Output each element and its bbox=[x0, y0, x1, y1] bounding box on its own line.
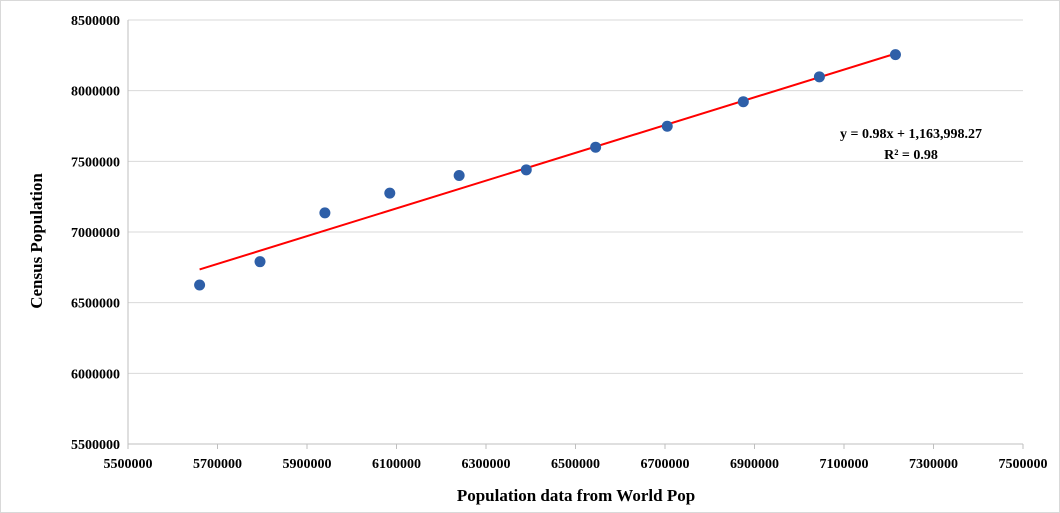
x-tick-label-6300000: 6300000 bbox=[462, 457, 511, 472]
data-point-3 bbox=[319, 207, 331, 219]
x-tick-label-6700000: 6700000 bbox=[641, 457, 690, 472]
data-point-1 bbox=[194, 279, 206, 291]
trendline-group bbox=[199, 52, 896, 271]
x-tick-labels: 5500000 5700000 5900000 6100000 6300000 65000… bbox=[104, 457, 1048, 472]
x-tick-label-5700000: 5700000 bbox=[193, 457, 242, 472]
x-tick-label-7500000: 7500000 bbox=[999, 457, 1048, 472]
axes bbox=[127, 20, 1024, 449]
y-tick-labels: 5500000 6000000 6500000 7000000 7500000 80000… bbox=[71, 14, 120, 453]
data-point-7 bbox=[590, 141, 602, 153]
trendline-equation: y = 0.98x + 1,163,998.27 bbox=[840, 127, 982, 142]
y-tick-label-6500000: 6500000 bbox=[71, 297, 120, 312]
data-point-10 bbox=[813, 71, 825, 83]
grid-lines bbox=[128, 19, 1023, 445]
y-tick-label-6000000: 6000000 bbox=[71, 367, 120, 382]
x-tick-label-5500000: 5500000 bbox=[104, 457, 153, 472]
y-tick-label-8000000: 8000000 bbox=[71, 85, 120, 100]
x-tick-label-6100000: 6100000 bbox=[372, 457, 421, 472]
y-tick-label-8500000: 8500000 bbox=[71, 14, 120, 29]
data-point-4 bbox=[384, 187, 396, 199]
trendline bbox=[199, 52, 896, 271]
data-point-8 bbox=[661, 120, 673, 132]
data-point-2 bbox=[254, 256, 266, 268]
x-tick-label-5900000: 5900000 bbox=[283, 457, 332, 472]
data-point-5 bbox=[453, 169, 465, 181]
x-tick-label-7300000: 7300000 bbox=[909, 457, 958, 472]
r-squared-label: R² = 0.98 bbox=[884, 148, 938, 163]
x-tick-label-7100000: 7100000 bbox=[820, 457, 869, 472]
x-axis-title: Population data from World Pop bbox=[457, 486, 695, 505]
y-tick-label-5500000: 5500000 bbox=[71, 438, 120, 453]
y-tick-label-7500000: 7500000 bbox=[71, 155, 120, 170]
x-tick-label-6500000: 6500000 bbox=[551, 457, 600, 472]
data-point-11 bbox=[889, 49, 901, 61]
data-point-6 bbox=[520, 164, 532, 176]
data-point-9 bbox=[737, 96, 749, 108]
x-tick-label-6900000: 6900000 bbox=[730, 457, 779, 472]
y-tick-label-7000000: 7000000 bbox=[71, 226, 120, 241]
y-axis-title: Census Population bbox=[27, 173, 46, 309]
data-points bbox=[194, 49, 901, 291]
